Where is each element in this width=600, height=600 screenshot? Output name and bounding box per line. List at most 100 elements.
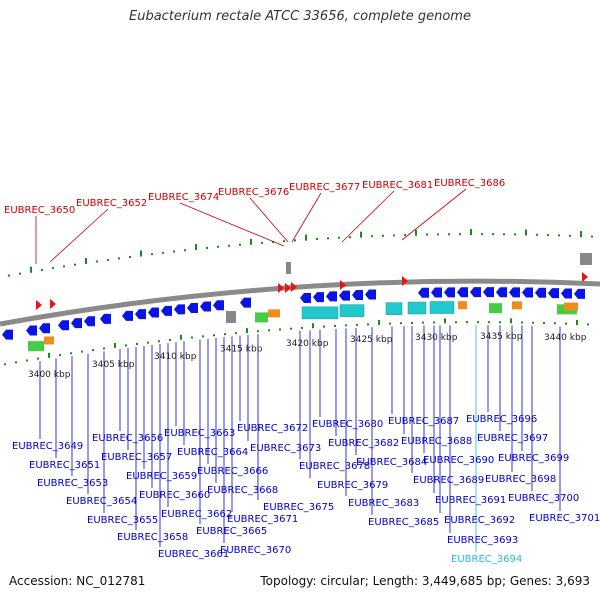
gene-arrow[interactable] — [535, 287, 546, 298]
bottom-gene-label[interactable]: EUBREC_3666 — [197, 466, 268, 477]
bottom-gene-label[interactable]: EUBREC_3690 — [423, 455, 494, 466]
gene-arrow[interactable] — [240, 297, 251, 308]
gene-block[interactable] — [458, 301, 467, 310]
gene-arrow[interactable] — [84, 316, 95, 327]
bottom-gene-label[interactable]: EUBREC_3654 — [66, 496, 137, 507]
bottom-gene-label[interactable]: EUBREC_3656 — [92, 433, 163, 444]
bottom-gene-label[interactable]: EUBREC_3670 — [220, 545, 291, 556]
bottom-gene-label[interactable]: EUBREC_3678 — [299, 461, 370, 472]
gene-arrow[interactable] — [135, 309, 146, 320]
gene-block[interactable] — [512, 301, 522, 310]
bottom-gene-label[interactable]: EUBREC_3668 — [207, 485, 278, 496]
gene-arrow-forward[interactable] — [340, 280, 346, 290]
top-gene-label[interactable]: EUBREC_3677 — [289, 182, 360, 193]
gene-block[interactable] — [407, 301, 427, 315]
gene-arrow-forward[interactable] — [50, 299, 56, 309]
bottom-gene-label[interactable]: EUBREC_3689 — [413, 475, 484, 486]
bottom-gene-label[interactable]: EUBREC_3653 — [37, 478, 108, 489]
gene-arrow[interactable] — [313, 292, 324, 303]
gene-arrow[interactable] — [418, 287, 429, 298]
gene-block[interactable] — [255, 312, 268, 323]
bottom-gene-label[interactable]: EUBREC_3700 — [508, 493, 579, 504]
bottom-gene-label[interactable]: EUBREC_3651 — [29, 460, 100, 471]
gene-arrow[interactable] — [58, 320, 69, 331]
gene-arrow[interactable] — [509, 287, 520, 298]
gene-arrow[interactable] — [457, 287, 468, 298]
gene-arrow[interactable] — [548, 288, 559, 299]
gene-arrow-forward[interactable] — [582, 272, 588, 282]
top-gene-label[interactable]: EUBREC_3681 — [362, 180, 433, 191]
bottom-gene-label[interactable]: EUBREC_3658 — [117, 532, 188, 543]
gene-arrow-forward[interactable] — [285, 283, 291, 293]
bottom-gene-label[interactable]: EUBREC_3699 — [498, 453, 569, 464]
bottom-gene-label[interactable]: EUBREC_3673 — [250, 443, 321, 454]
bottom-gene-label[interactable]: EUBREC_3655 — [87, 515, 158, 526]
gene-arrow[interactable] — [187, 302, 198, 313]
gene-block[interactable] — [385, 302, 403, 315]
gene-track[interactable] — [2, 253, 592, 352]
bottom-gene-label[interactable]: EUBREC_3657 — [101, 452, 172, 463]
gene-arrow[interactable] — [326, 291, 337, 302]
gene-arrow[interactable] — [431, 287, 442, 298]
gene-arrow[interactable] — [496, 287, 507, 298]
gene-arrow[interactable] — [2, 329, 13, 340]
gene-arrow[interactable] — [200, 301, 211, 312]
bottom-gene-label[interactable]: EUBREC_3701 — [529, 513, 600, 524]
bottom-gene-label[interactable]: EUBREC_3687 — [388, 416, 459, 427]
gene-arrow[interactable] — [122, 310, 133, 321]
bottom-gene-label[interactable]: EUBREC_3698 — [485, 474, 556, 485]
gene-block[interactable] — [28, 341, 44, 352]
bottom-gene-label[interactable]: EUBREC_3665 — [196, 526, 267, 537]
gene-block[interactable] — [580, 253, 592, 265]
gene-arrow[interactable] — [148, 307, 159, 318]
gene-arrow[interactable] — [352, 290, 363, 301]
gene-arrow[interactable] — [213, 300, 224, 311]
gene-block[interactable] — [268, 309, 280, 318]
bottom-gene-label[interactable]: EUBREC_3696 — [466, 414, 537, 425]
gene-arrow[interactable] — [444, 287, 455, 298]
gene-block[interactable] — [339, 304, 365, 317]
gene-arrow[interactable] — [470, 287, 481, 298]
gene-arrow[interactable] — [522, 287, 533, 298]
gene-arrow-forward[interactable] — [291, 282, 297, 292]
top-gene-label[interactable]: EUBREC_3676 — [218, 187, 289, 198]
bottom-gene-label[interactable]: EUBREC_3685 — [368, 517, 439, 528]
gene-arrow[interactable] — [483, 287, 494, 298]
bottom-gene-label[interactable]: EUBREC_3663 — [164, 428, 235, 439]
top-gene-label[interactable]: EUBREC_3652 — [76, 198, 147, 209]
gene-arrow[interactable] — [574, 288, 585, 299]
bottom-gene-label[interactable]: EUBREC_3679 — [317, 480, 388, 491]
bottom-gene-label[interactable]: EUBREC_3691 — [435, 495, 506, 506]
bottom-gene-label[interactable]: EUBREC_3664 — [177, 447, 248, 458]
gene-arrow[interactable] — [300, 293, 311, 303]
gene-arrow[interactable] — [39, 323, 50, 334]
gene-arrow[interactable] — [161, 305, 172, 316]
gene-block[interactable] — [286, 262, 291, 274]
bottom-gene-label[interactable]: EUBREC_3680 — [312, 419, 383, 430]
gene-arrow-forward[interactable] — [402, 276, 408, 286]
gene-arrow-forward[interactable] — [36, 300, 42, 310]
gene-block[interactable] — [226, 310, 236, 323]
bottom-gene-label[interactable]: EUBREC_3675 — [263, 502, 334, 513]
gene-block[interactable] — [301, 306, 339, 320]
bottom-gene-label[interactable]: EUBREC_3683 — [348, 498, 419, 509]
gene-arrow[interactable] — [71, 318, 82, 329]
bottom-gene-label[interactable]: EUBREC_3692 — [444, 515, 515, 526]
bottom-gene-label[interactable]: EUBREC_3660 — [139, 490, 210, 501]
gene-arrow[interactable] — [561, 288, 572, 299]
gene-arrow[interactable] — [365, 289, 376, 300]
top-gene-label[interactable]: EUBREC_3650 — [4, 205, 75, 216]
gene-arrow[interactable] — [339, 290, 350, 301]
gene-block[interactable] — [489, 303, 502, 314]
top-gene-labels[interactable]: EUBREC_3650EUBREC_3652EUBREC_3674EUBREC_… — [4, 178, 505, 216]
gene-block[interactable] — [564, 302, 578, 311]
bottom-gene-label[interactable]: EUBREC_3672 — [237, 423, 308, 434]
bottom-gene-label[interactable]: EUBREC_3661 — [158, 549, 229, 560]
bottom-gene-label[interactable]: EUBREC_3671 — [227, 514, 298, 525]
top-gene-label[interactable]: EUBREC_3686 — [434, 178, 505, 189]
bottom-gene-label[interactable]: EUBREC_3697 — [477, 433, 548, 444]
gene-arrow-forward[interactable] — [278, 283, 284, 293]
highlighted-gene-label[interactable]: EUBREC_3694 — [451, 554, 522, 565]
gene-block[interactable] — [44, 336, 54, 345]
gene-arrow[interactable] — [100, 313, 111, 324]
